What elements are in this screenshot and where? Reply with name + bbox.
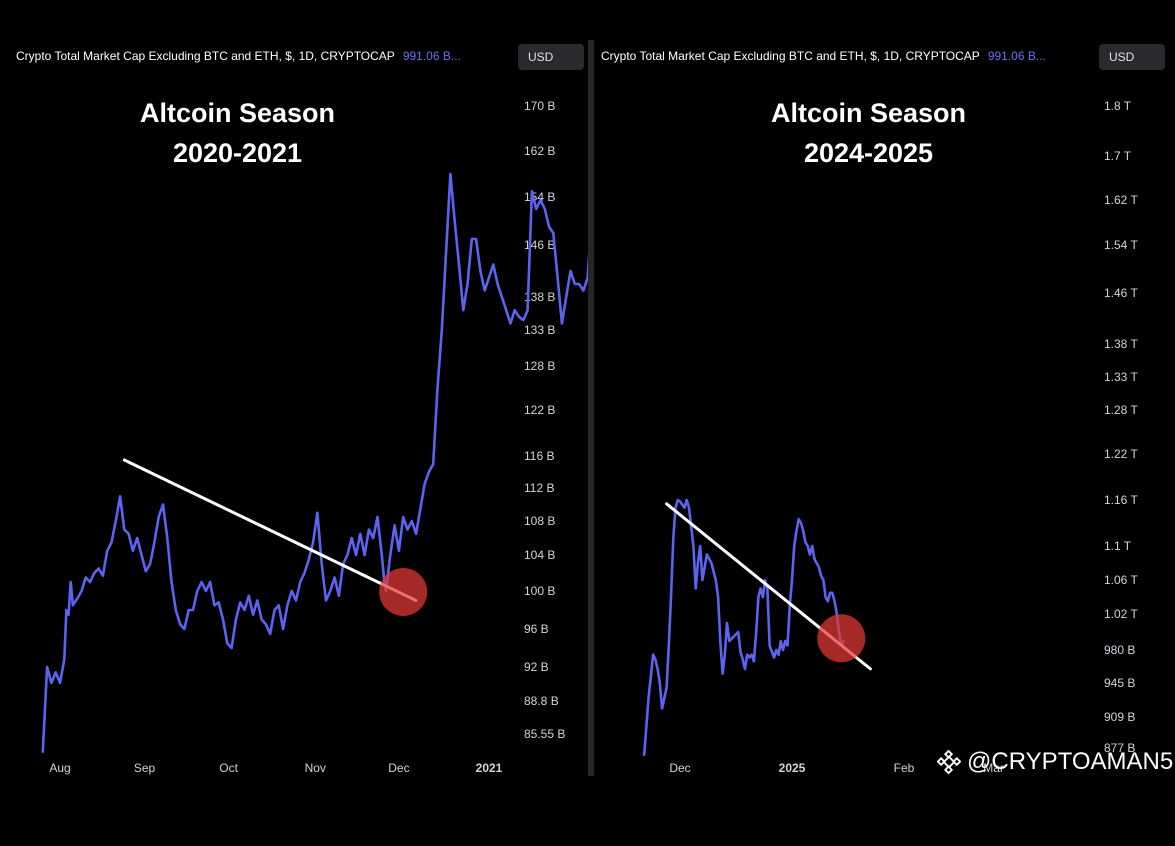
y-tick-label: 1.22 T [1104,447,1138,461]
y-tick-label: 85.55 B [524,727,565,741]
y-tick-label: 909 B [1104,710,1135,724]
y-tick-label: 1.33 T [1104,370,1138,384]
watermark: @CRYPTOAMAN5 [937,748,1173,776]
y-tick-label: 1.62 T [1104,193,1138,207]
binance-logo-icon [937,750,961,774]
y-tick-label: 1.16 T [1104,493,1138,507]
y-tick-label: 116 B [524,449,554,463]
y-tick-label: 1.7 T [1104,149,1132,163]
chart-panel-right: Crypto Total Market Cap Excluding BTC an… [596,40,1175,780]
chart-title: Altcoin Season 2024-2025 [751,93,986,173]
header-text: Crypto Total Market Cap Excluding BTC an… [601,49,980,63]
y-tick-label: 88.8 B [524,694,559,708]
y-tick-label: 128 B [524,359,555,373]
y-tick-label: 1.28 T [1104,403,1138,417]
chart-svg-left: 85.55 B 88.8 B 92 B 96 B 100 B 104 B 108 B 112 … [41,99,588,775]
chart-svg-right: 877 B 909 B 945 B 980 B 1.02 T 1.06 T 1.1 T 1.1… [642,99,1138,775]
x-tick-label: Mar [983,761,1004,775]
title-line-1: Altcoin Season [770,98,967,128]
y-tick-label: 122 B [524,403,555,417]
chart-header: Crypto Total Market Cap Excluding BTC an… [601,49,1046,63]
x-tick-label: Feb [894,761,915,775]
y-tick-label: 108 B [524,514,555,528]
y-tick-label: 945 B [1104,676,1135,690]
y-tick-label: 104 B [524,548,555,562]
x-tick-label: Oct [219,761,238,775]
chart-header: Crypto Total Market Cap Excluding BTC an… [16,49,461,63]
breakout-marker [379,567,428,616]
y-tick-label: 1.38 T [1104,337,1138,351]
title-line-2: 2020-2021 [172,138,303,168]
x-tick-label: Dec [669,761,690,775]
y-tick-label: 138 B [524,290,555,304]
x-tick-label: Dec [388,761,409,775]
price-label: 991.06 B... [402,49,461,63]
y-tick-label: 1.8 T [1104,99,1132,113]
price-label: 991.06 B... [987,49,1046,63]
x-tick-label: Aug [49,761,70,775]
y-tick-label: 146 B [524,238,555,252]
breakout-marker [817,614,866,663]
y-tick-label: 1.06 T [1104,573,1138,587]
x-tick-label: Sep [134,761,156,775]
y-tick-label: 1.46 T [1104,286,1138,300]
chart-title: Altcoin Season 2020-2021 [120,93,355,173]
y-tick-label: 133 B [524,323,555,337]
y-tick-label: 1.1 T [1104,539,1132,553]
currency-button[interactable]: USD [518,44,584,70]
y-tick-label: 92 B [524,660,549,674]
y-tick-label: 1.02 T [1104,607,1138,621]
series-line [642,498,845,757]
y-tick-label: 170 B [524,99,555,113]
y-tick-label: 96 B [524,622,549,636]
y-tick-label: 100 B [524,584,555,598]
x-tick-label: 2021 [476,761,503,775]
y-tick-label: 877 B [1104,741,1135,755]
title-line-2: 2024-2025 [803,138,934,168]
y-tick-label: 1.54 T [1104,238,1138,252]
x-tick-label: 2025 [779,761,806,775]
panel-divider [588,40,594,776]
watermark-text: @CRYPTOAMAN5 [967,748,1174,775]
y-tick-label: 980 B [1104,643,1135,657]
chart-panel-left: Crypto Total Market Cap Excluding BTC an… [0,40,588,780]
y-tick-label: 162 B [524,144,555,158]
y-tick-label: 112 B [524,481,554,495]
header-text: Crypto Total Market Cap Excluding BTC an… [16,49,395,63]
series-line [41,172,588,754]
x-tick-label: Nov [305,761,326,775]
trendline [122,458,418,602]
title-line-1: Altcoin Season [139,98,336,128]
currency-button[interactable]: USD [1099,44,1165,70]
